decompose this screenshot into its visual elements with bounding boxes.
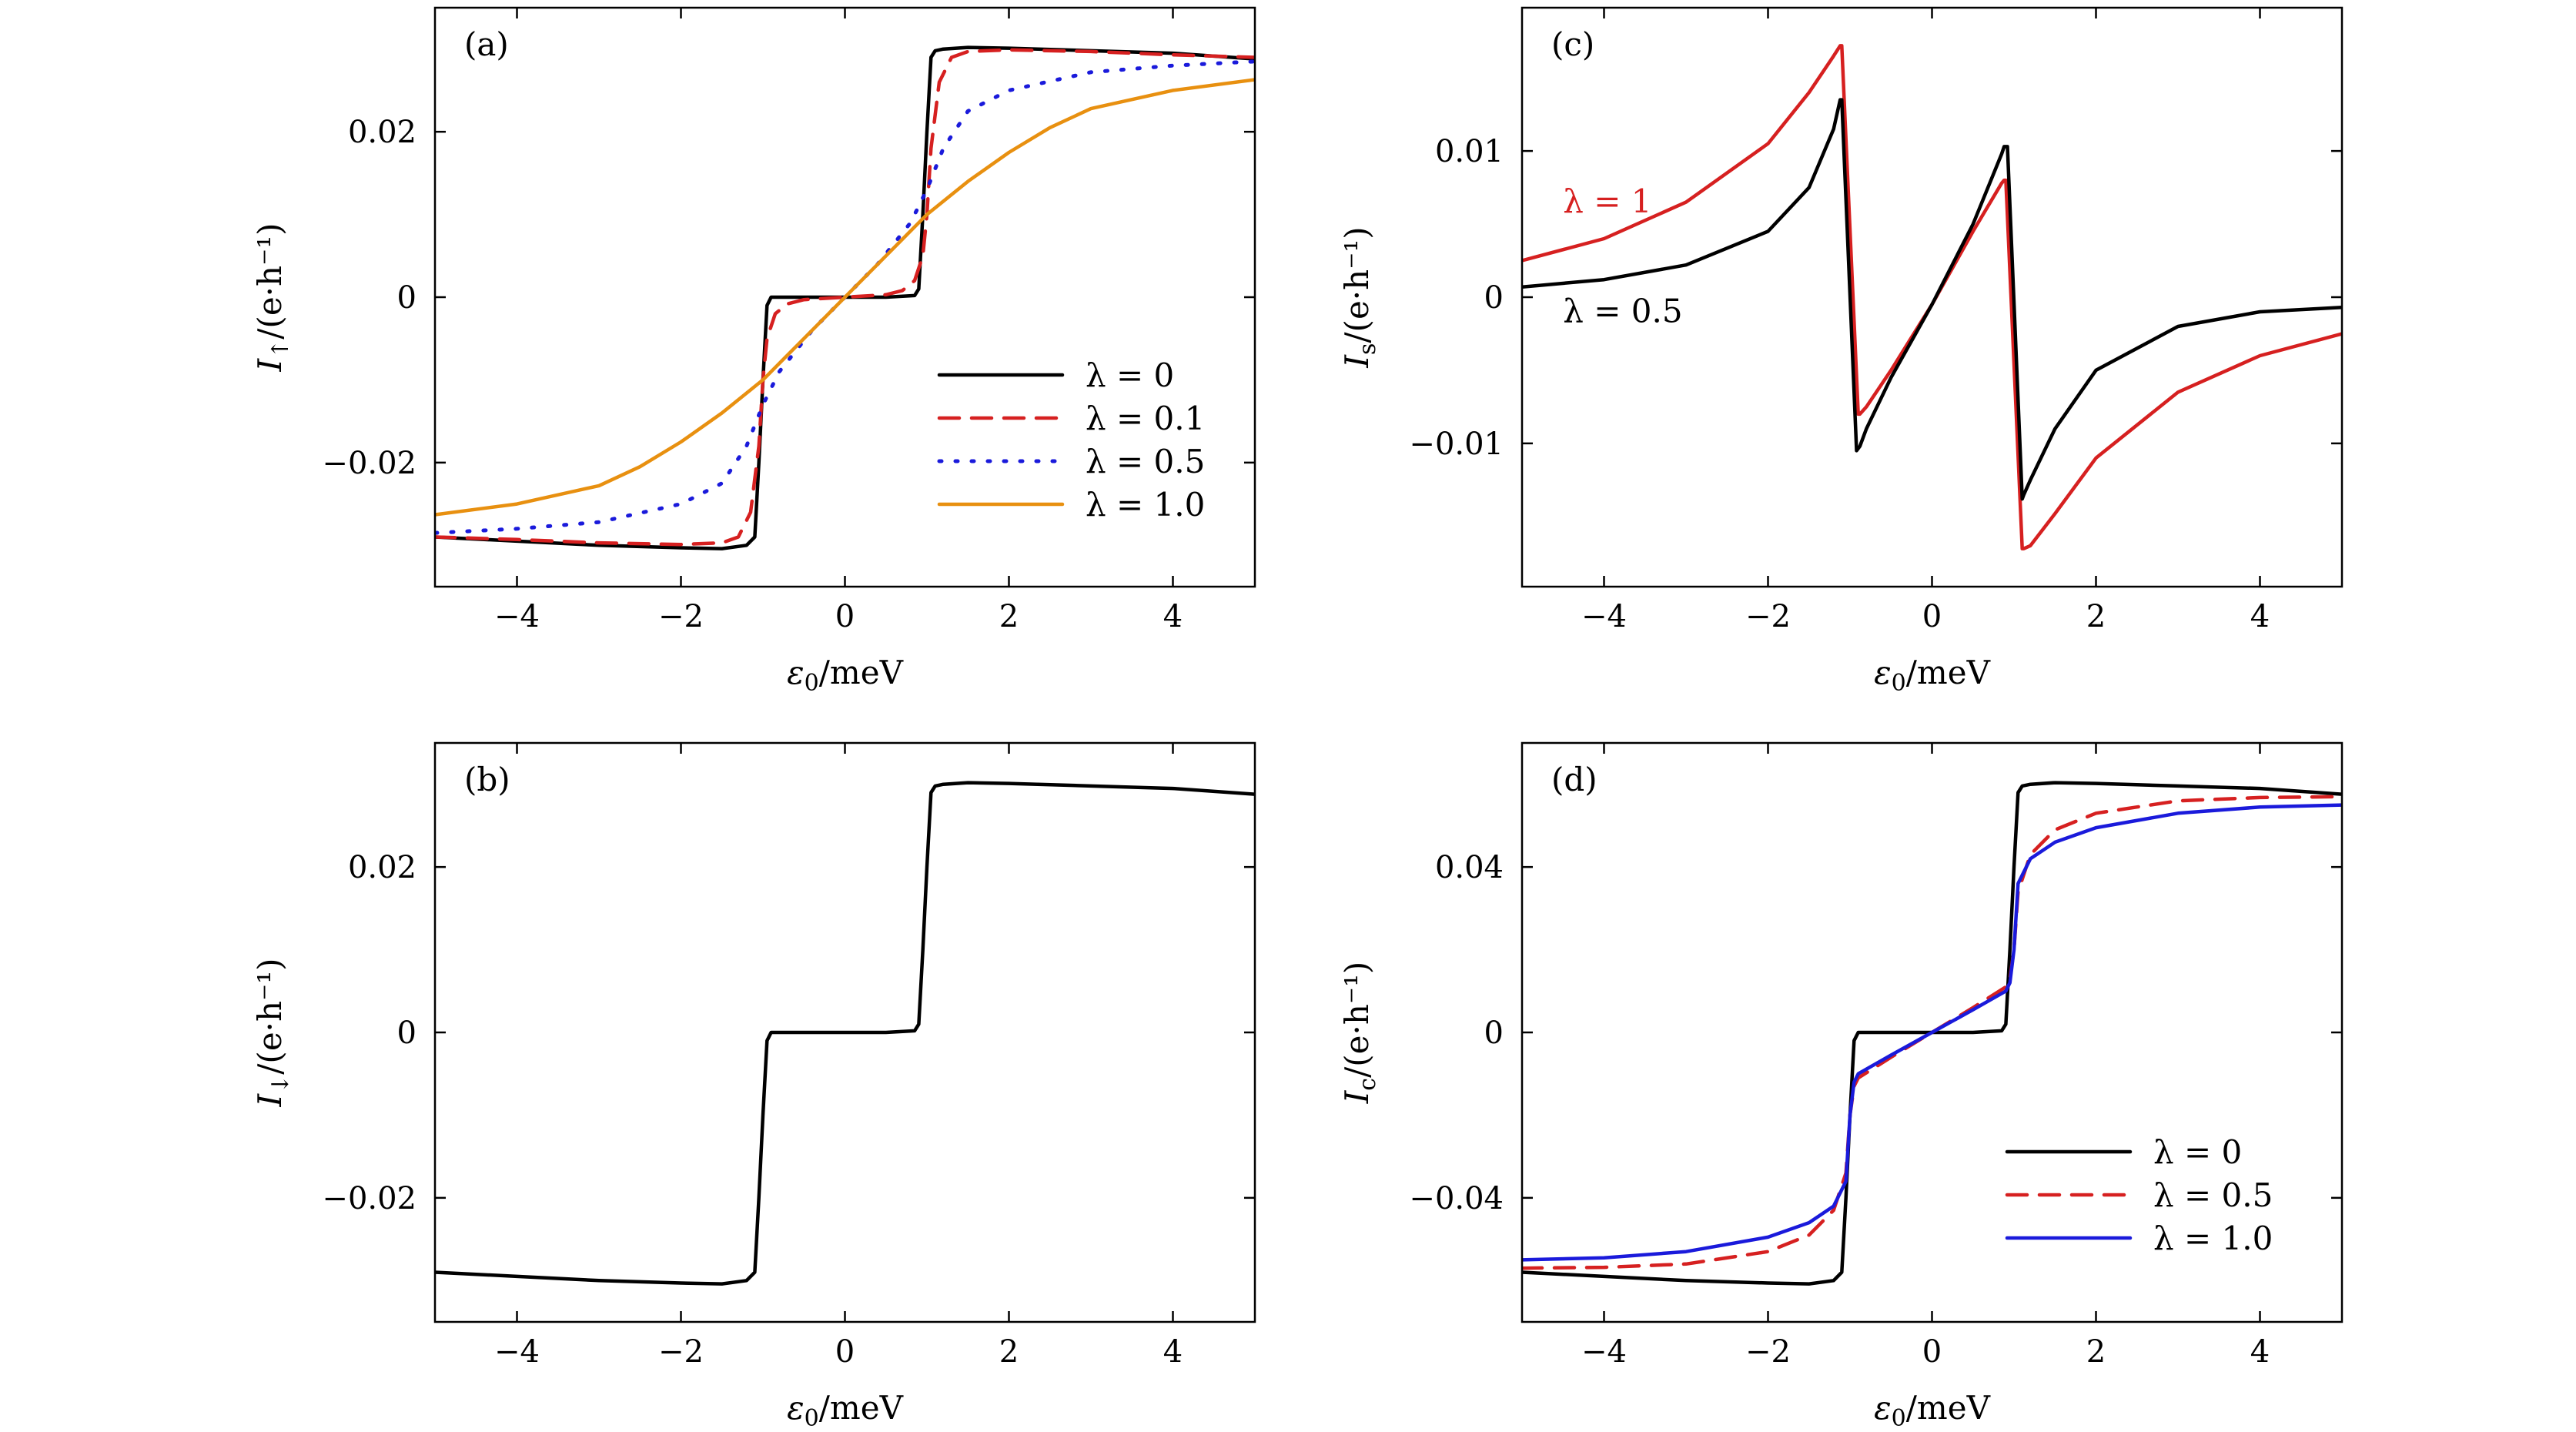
annotation-c-0: λ = 1 <box>1563 182 1651 220</box>
legend-label-d-0: λ = 0 <box>2153 1133 2242 1171</box>
x-tick-label-a-3: 2 <box>999 599 1019 634</box>
x-tick-label-b-2: 0 <box>835 1334 855 1370</box>
x-tick-label-b-1: −2 <box>658 1334 704 1370</box>
series-line-a-3 <box>435 78 1255 517</box>
x-tick-label-c-1: −2 <box>1745 599 1791 634</box>
panel-d: −4 −2 0 2 4 −0.04 0 0.04 (d) ε0/meV Ic/(e·h⁻¹) λ = … <box>1338 741 2343 1432</box>
y-tick-label-a-1: 0 <box>397 280 417 316</box>
x-tick-label-d-0: −4 <box>1581 1334 1627 1370</box>
x-axis-label-d: ε0/meV <box>1874 1389 1990 1432</box>
y-tick-label-a-2: 0.02 <box>348 115 417 150</box>
legend-d: λ = 0 λ = 0.5 λ = 1.0 <box>2005 1133 2273 1257</box>
series-line-b-0 <box>435 781 1255 1286</box>
legend-label-d-1: λ = 0.5 <box>2153 1176 2273 1214</box>
x-tick-label-d-4: 4 <box>2250 1334 2270 1370</box>
x-tick-label-c-0: −4 <box>1581 599 1627 634</box>
y-tick-label-d-2: 0.04 <box>1435 850 1504 885</box>
x-tick-label-d-3: 2 <box>2086 1334 2106 1370</box>
series-line-d-2 <box>1522 803 2342 1262</box>
series-line-c-1 <box>1522 98 2342 501</box>
series-group-d <box>1522 781 2342 1286</box>
y-tick-label-d-1: 0 <box>1484 1015 1504 1051</box>
x-tick-label-b-4: 4 <box>1163 1334 1183 1370</box>
y-axis-label-b: I↓/(e·h⁻¹) <box>251 959 294 1108</box>
x-tick-label-c-2: 0 <box>1922 599 1942 634</box>
series-line-a-1 <box>435 48 1255 547</box>
y-tick-label-c-2: 0.01 <box>1435 134 1504 169</box>
y-axis-label-c: Is/(e·h⁻¹) <box>1338 226 1381 368</box>
x-axis-label-a: ε0/meV <box>787 654 903 697</box>
panel-a: −4 −2 0 2 4 −0.02 0 0.02 (a) ε0/meV I↑/(e·h⁻¹) λ = … <box>251 6 1256 697</box>
panel-label-c: (c) <box>1551 25 1594 63</box>
x-axis-label-c: ε0/meV <box>1874 654 1990 697</box>
x-tick-label-a-4: 4 <box>1163 599 1183 634</box>
x-tick-label-c-4: 4 <box>2250 599 2270 634</box>
x-tick-label-a-1: −2 <box>658 599 704 634</box>
legend-label-a-3: λ = 1.0 <box>1086 486 1205 524</box>
legend-label-a-2: λ = 0.5 <box>1086 443 1205 480</box>
x-tick-label-b-0: −4 <box>494 1334 540 1370</box>
y-tick-label-c-1: 0 <box>1484 280 1504 316</box>
series-line-d-0 <box>1522 781 2342 1286</box>
y-axis-label-d: Ic/(e·h⁻¹) <box>1338 962 1381 1105</box>
x-tick-label-d-1: −2 <box>1745 1334 1791 1370</box>
y-tick-label-b-2: 0.02 <box>348 850 417 885</box>
annotation-c-1: λ = 0.5 <box>1563 292 1682 330</box>
panel-label-a: (a) <box>464 25 509 63</box>
x-axis-label-b: ε0/meV <box>787 1389 903 1432</box>
series-group-a <box>435 45 1255 550</box>
y-tick-label-d-0: −0.04 <box>1409 1181 1504 1216</box>
series-group-c <box>1522 44 2342 550</box>
legend-label-d-2: λ = 1.0 <box>2153 1220 2273 1257</box>
y-axis-label-a: I↑/(e·h⁻¹) <box>251 223 294 373</box>
y-tick-label-a-0: −0.02 <box>322 446 417 481</box>
x-tick-label-a-0: −4 <box>494 599 540 634</box>
y-tick-label-c-0: −0.01 <box>1409 427 1504 462</box>
panel-label-d: (d) <box>1551 761 1597 798</box>
legend-label-a-1: λ = 0.1 <box>1086 400 1205 437</box>
y-tick-label-b-1: 0 <box>397 1015 417 1051</box>
x-tick-label-b-3: 2 <box>999 1334 1019 1370</box>
panel-c: −4 −2 0 2 4 −0.01 0 0.01 (c) ε0/meV Is/(e·h⁻¹) λ = … <box>1338 6 2343 697</box>
x-tick-label-a-2: 0 <box>835 599 855 634</box>
x-tick-label-c-3: 2 <box>2086 599 2106 634</box>
panel-label-b: (b) <box>464 761 510 798</box>
y-tick-label-b-0: −0.02 <box>322 1181 417 1216</box>
x-tick-label-d-2: 0 <box>1922 1334 1942 1370</box>
legend-a: λ = 0 λ = 0.1 λ = 0.5 λ = 1.0 <box>937 356 1205 524</box>
panel-b: −4 −2 0 2 4 −0.02 0 0.02 (b) ε0/meV I↓/(e·h⁻¹) <box>251 741 1256 1432</box>
series-group-b <box>435 781 1255 1286</box>
legend-label-a-0: λ = 0 <box>1086 356 1174 394</box>
